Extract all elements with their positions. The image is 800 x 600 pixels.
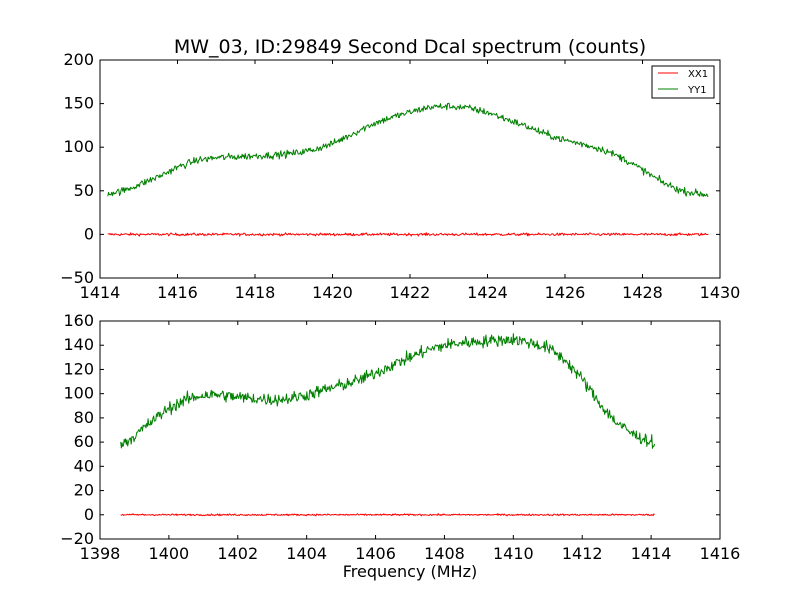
x-tick-label: 1402 xyxy=(217,544,258,563)
series-line-1 xyxy=(107,102,709,197)
x-axis-label: Frequency (MHz) xyxy=(343,562,477,581)
y-tick-label: −20 xyxy=(60,529,94,548)
y-tick-label: 100 xyxy=(63,137,94,156)
x-tick-label: 1416 xyxy=(157,283,198,302)
x-tick-label: 1420 xyxy=(312,283,353,302)
y-tick-label: −50 xyxy=(60,268,94,287)
legend-box xyxy=(651,65,715,99)
x-tick-label: 1422 xyxy=(390,283,431,302)
y-tick-label: 80 xyxy=(74,408,94,427)
y-tick-label: 150 xyxy=(63,94,94,113)
x-tick-label: 1416 xyxy=(700,544,741,563)
bottom-panel-lines xyxy=(120,333,656,517)
y-tick-label: 40 xyxy=(74,456,94,475)
x-tick-label: 1398 xyxy=(80,544,121,563)
series-line-0 xyxy=(120,513,655,517)
x-tick-label: 1426 xyxy=(545,283,586,302)
y-tick-label: 60 xyxy=(74,432,94,451)
top-panel-lines xyxy=(107,102,709,237)
y-tick-label: 0 xyxy=(84,224,94,243)
y-tick-label: 100 xyxy=(63,384,94,403)
y-tick-label: 120 xyxy=(63,359,94,378)
series-line-0 xyxy=(107,232,709,237)
x-tick-label: 1404 xyxy=(286,544,327,563)
figure-title: MW_03, ID:29849 Second Dcal spectrum (co… xyxy=(174,36,646,58)
legend-label-xx1: XX1 xyxy=(688,69,708,80)
y-tick-label: 160 xyxy=(63,311,94,330)
y-tick-label: 140 xyxy=(63,335,94,354)
y-tick-label: 50 xyxy=(74,181,94,200)
x-tick-label: 1408 xyxy=(424,544,465,563)
x-tick-label: 1428 xyxy=(622,283,663,302)
y-tick-label: 200 xyxy=(63,50,94,69)
x-tick-label: 1414 xyxy=(80,283,121,302)
bottom-panel: 1398 1400 1402 1404 1406 1408 1410 1412 1414 1416… xyxy=(60,311,740,563)
top-panel: 1414 1416 1418 1420 1422 1424 1426 1428 1430 −50 0… xyxy=(60,50,740,302)
x-tick-label: 1400 xyxy=(149,544,190,563)
series-line-1 xyxy=(120,333,656,449)
y-tick-label: 20 xyxy=(74,481,94,500)
y-tick-label: 0 xyxy=(84,505,94,524)
legend-label-yy1: YY1 xyxy=(687,85,707,96)
x-tick-label: 1410 xyxy=(493,544,534,563)
top-panel-legend: XX1 YY1 xyxy=(651,65,715,99)
bottom-panel-frame xyxy=(99,320,721,540)
top-panel-ticks: 1414 1416 1418 1420 1422 1424 1426 1428 1430 −50 0… xyxy=(60,50,740,302)
x-tick-label: 1418 xyxy=(235,283,276,302)
x-tick-label: 1414 xyxy=(631,544,672,563)
x-tick-label: 1424 xyxy=(467,283,508,302)
bottom-panel-ticks: 1398 1400 1402 1404 1406 1408 1410 1412 1414 1416… xyxy=(60,311,740,563)
top-panel-frame xyxy=(99,59,721,279)
x-tick-label: 1412 xyxy=(562,544,603,563)
x-tick-label: 1430 xyxy=(700,283,741,302)
x-tick-label: 1406 xyxy=(355,544,396,563)
